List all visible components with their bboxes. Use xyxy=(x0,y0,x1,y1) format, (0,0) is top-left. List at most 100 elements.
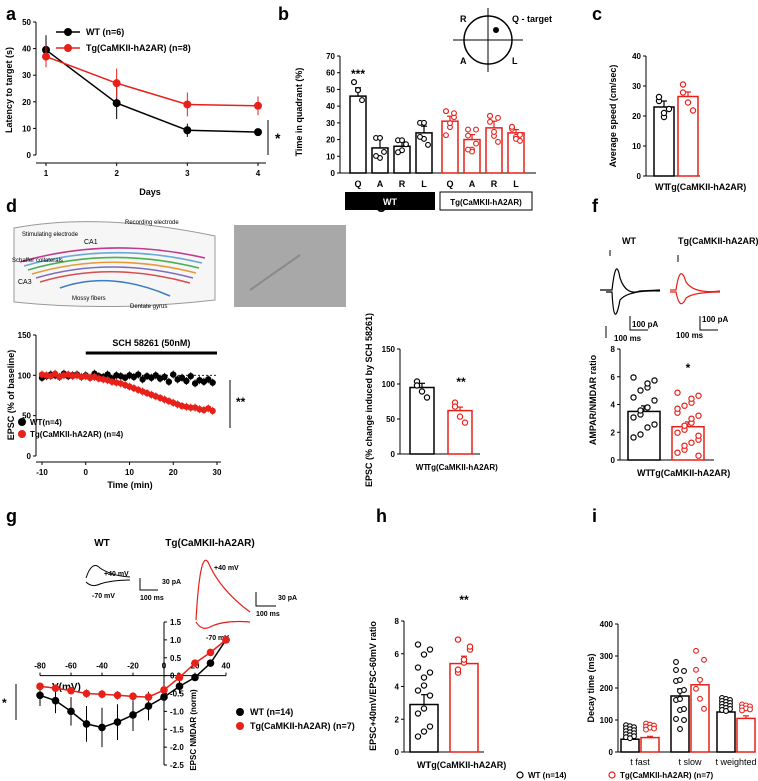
f-trace-label-tg: Tg(CaMKII-hA2AR) xyxy=(678,236,758,246)
h-data-point xyxy=(454,666,462,673)
i-x-tick-label: t fast xyxy=(630,757,650,767)
f-data-point xyxy=(674,389,681,396)
h-data-point xyxy=(414,687,422,694)
f-y-tick-label: 6 xyxy=(611,373,616,382)
d-point xyxy=(170,371,177,378)
c-x-tick-label: Tg(CaMKII-hA2AR) xyxy=(666,182,747,192)
b-data-point xyxy=(381,148,387,155)
g-x-tick-label: -80 xyxy=(34,662,46,671)
h-y-tick-label: 4 xyxy=(395,683,400,692)
d-schematic-label-schaffer: Schaffer collaterals xyxy=(12,258,63,264)
panel-label-a: a xyxy=(6,4,17,24)
i-data-point xyxy=(693,666,699,673)
f-data-point xyxy=(688,439,695,446)
b-data-point xyxy=(451,110,457,117)
i-bar xyxy=(736,717,756,753)
g-point xyxy=(98,690,106,699)
b-data-point xyxy=(447,120,453,127)
b-data-point xyxy=(399,137,405,144)
b-data-point xyxy=(465,126,471,133)
d-point xyxy=(152,372,159,379)
g-y-tick-label: -1.0 xyxy=(170,707,184,716)
b-quadrant-q: Q - target xyxy=(512,14,552,24)
f-data-point xyxy=(695,412,702,419)
g-scale-label-ms-wt: 100 ms xyxy=(140,595,164,602)
d-fiber-path xyxy=(39,270,191,284)
g-x-tick-label: -60 xyxy=(65,662,77,671)
e-significance: ** xyxy=(456,375,466,389)
g-point xyxy=(129,692,137,701)
f-scale-label-ms-wt: 100 ms xyxy=(614,334,642,343)
a-legend-marker xyxy=(64,28,72,36)
g-point xyxy=(191,659,199,667)
f-scale-bar-tg xyxy=(699,316,718,331)
e-data-point xyxy=(456,413,464,420)
g-point xyxy=(222,636,230,644)
b-target-dot xyxy=(493,27,499,33)
i-data-point xyxy=(673,659,679,665)
a-point xyxy=(112,79,121,88)
e-x-tick-label: Tg(CaMKII-hA2AR) xyxy=(426,463,498,472)
e-data-point xyxy=(423,394,431,401)
f-data-point xyxy=(630,414,637,421)
d-schematic-label-rec: Recording electrode xyxy=(125,220,179,226)
d-point xyxy=(187,372,194,380)
b-data-point xyxy=(487,118,493,125)
d-schematic-label-ca3: CA3 xyxy=(18,279,32,286)
h-data-point xyxy=(420,705,428,712)
g-point xyxy=(51,696,60,705)
d-y-tick-label: 0 xyxy=(27,452,32,461)
a-y-tick-label: 30 xyxy=(22,71,31,80)
b-data-point xyxy=(495,114,501,121)
h-data-point xyxy=(466,643,474,650)
i-data-point xyxy=(677,726,683,732)
b-data-point xyxy=(443,108,449,115)
d-drug-label: SCH 58261 (50nM) xyxy=(112,338,190,348)
b-quadrant-r: R xyxy=(460,14,467,24)
i-data-point xyxy=(643,726,649,733)
g-point xyxy=(191,673,199,682)
d-legend-marker xyxy=(18,418,26,426)
g-y-tick-label: 1.0 xyxy=(170,636,182,645)
c-y-tick-label: 30 xyxy=(632,82,641,91)
c-y-tick-label: 0 xyxy=(637,172,642,181)
d-point xyxy=(205,376,212,383)
panel-label-b: b xyxy=(278,4,289,24)
b-data-point xyxy=(517,131,523,138)
b-data-point xyxy=(395,149,401,156)
panel-label-g: g xyxy=(6,506,17,526)
g-scale-label-pa-tg: 30 pA xyxy=(278,595,297,602)
d-fiber-path xyxy=(35,266,194,279)
b-data-point xyxy=(373,152,379,159)
b-x-tick-label: Q xyxy=(354,179,361,189)
g-trace-tg-neg xyxy=(195,620,251,629)
i-data-point xyxy=(681,687,687,693)
h-data-point xyxy=(414,710,422,717)
d-x-tick-label: 0 xyxy=(84,468,89,477)
b-data-point xyxy=(417,133,423,140)
g-point xyxy=(67,707,75,716)
g-point xyxy=(144,702,153,710)
i-data-point xyxy=(747,706,753,713)
f-data-point xyxy=(681,402,688,409)
g-legend-label: WT (n=14) xyxy=(250,707,293,717)
panel-label-f: f xyxy=(592,196,599,216)
a-y-tick-label: 50 xyxy=(22,18,31,27)
i-data-point xyxy=(693,685,699,692)
d-point xyxy=(51,370,59,377)
b-y-tick-label: 40 xyxy=(326,102,335,111)
g-y-tick-label: 0.5 xyxy=(170,654,182,663)
i-legend-label: WT (n=14) xyxy=(528,771,567,780)
d-x-tick-label: -10 xyxy=(36,468,48,477)
b-group-box-tg xyxy=(439,191,533,211)
g-scale-label-pa-wt: 30 pA xyxy=(162,579,181,586)
a-series-line xyxy=(45,49,259,133)
g-point xyxy=(67,686,75,695)
g-scale-bar-wt xyxy=(139,578,158,591)
a-point xyxy=(42,52,50,61)
f-data-point xyxy=(688,395,695,402)
b-x-tick-label: A xyxy=(469,179,476,189)
e-y-tick-label: 150 xyxy=(382,345,396,354)
i-y-tick-label: 400 xyxy=(600,620,614,629)
